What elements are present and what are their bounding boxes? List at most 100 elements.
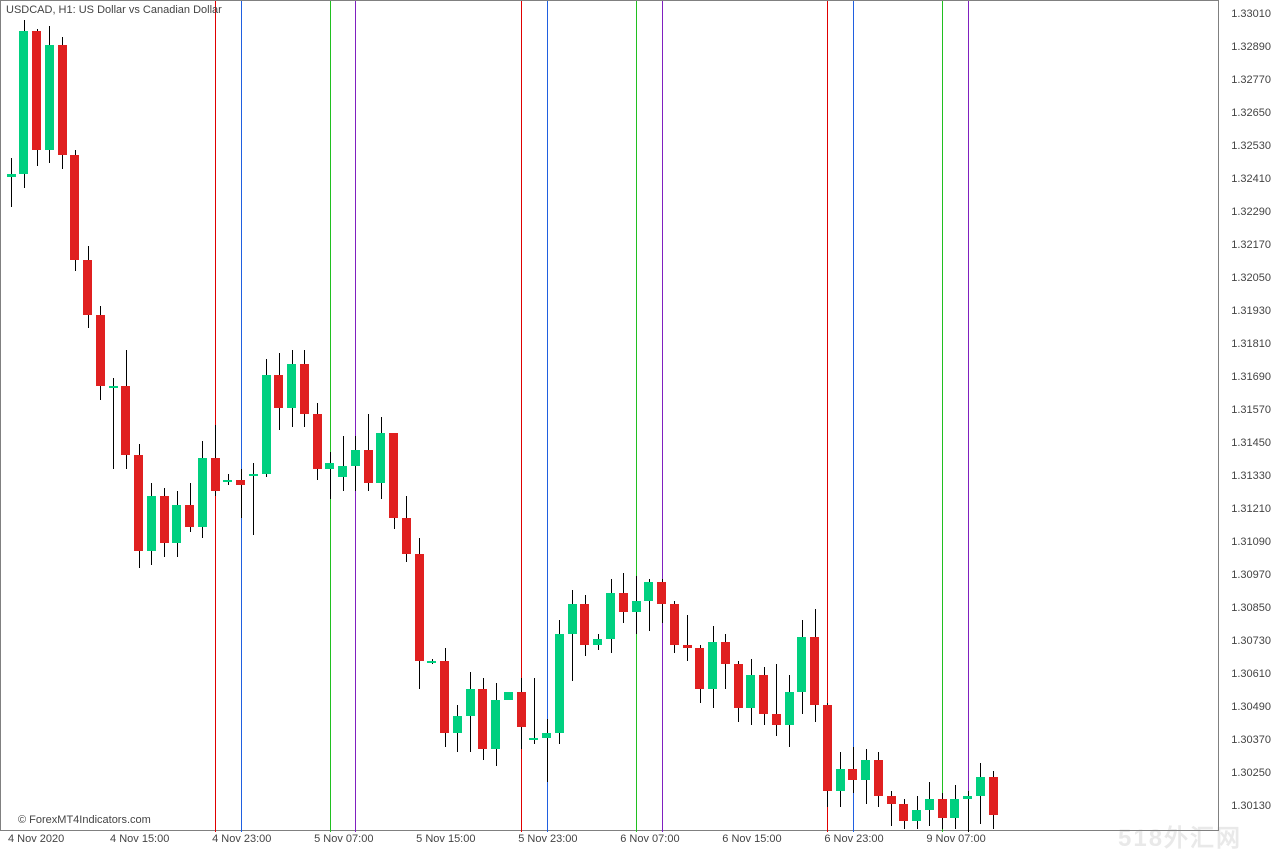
session-line [355, 1, 356, 832]
candle-bull [325, 463, 334, 469]
y-tick-label: 1.31810 [1219, 338, 1275, 350]
session-line [968, 1, 969, 832]
candle-bull [555, 634, 564, 733]
y-tick-label: 1.31930 [1219, 305, 1275, 317]
candle-bull [198, 458, 207, 527]
candle-wick [776, 664, 777, 736]
candle-bull [925, 799, 934, 810]
x-tick-label: 5 Nov 15:00 [416, 833, 475, 845]
watermark: 518外汇网 [1118, 818, 1242, 852]
y-tick-label: 1.32170 [1219, 239, 1275, 251]
candle-bull [568, 604, 577, 634]
candle-bear [657, 582, 666, 604]
x-tick-label: 6 Nov 07:00 [620, 833, 679, 845]
session-line [636, 1, 637, 832]
x-axis: 4 Nov 20204 Nov 15:004 Nov 23:005 Nov 07… [0, 831, 1219, 852]
candle-bear [32, 31, 41, 149]
candle-bear [517, 692, 526, 728]
candle-bear [580, 604, 589, 645]
y-tick-label: 1.31090 [1219, 536, 1275, 548]
x-tick-label: 4 Nov 15:00 [110, 833, 169, 845]
candle-bull [287, 364, 296, 408]
candle-bull [797, 637, 806, 692]
candle-bull [861, 760, 870, 779]
candle-bear [236, 480, 245, 486]
candle-bear [58, 45, 67, 155]
candle-bear [989, 777, 998, 816]
candle-bear [772, 714, 781, 725]
session-line [241, 1, 242, 832]
y-tick-label: 1.32770 [1219, 74, 1275, 86]
candle-bull [109, 386, 118, 388]
candle-bull [746, 675, 755, 708]
candle-bull [504, 692, 513, 700]
copyright-label: © ForexMT4Indicators.com [18, 814, 151, 826]
candle-bull [491, 700, 500, 750]
candle-bull [708, 642, 717, 689]
candle-bull [172, 505, 181, 544]
candle-bull [7, 174, 16, 177]
y-tick-label: 1.30250 [1219, 767, 1275, 779]
session-line [330, 1, 331, 832]
candle-wick [113, 378, 114, 469]
candle-bull [466, 689, 475, 717]
candle-bear [683, 645, 692, 648]
x-tick-label: 4 Nov 23:00 [212, 833, 271, 845]
session-line [942, 1, 943, 832]
y-tick-label: 1.32290 [1219, 206, 1275, 218]
x-tick-label: 9 Nov 07:00 [926, 833, 985, 845]
y-tick-label: 1.32650 [1219, 107, 1275, 119]
y-tick-label: 1.30850 [1219, 602, 1275, 614]
x-tick-label: 6 Nov 15:00 [722, 833, 781, 845]
candle-bear [402, 518, 411, 554]
y-tick-label: 1.31330 [1219, 470, 1275, 482]
candle-bear [899, 804, 908, 821]
candle-bear [810, 637, 819, 706]
candle-bull [963, 796, 972, 799]
candle-bull [147, 496, 156, 551]
candle-bear [121, 386, 130, 455]
candle-bull [976, 777, 985, 796]
session-line [662, 1, 663, 832]
candle-bull [836, 769, 845, 791]
candle-bear [415, 554, 424, 661]
candle-bear [695, 648, 704, 689]
candle-bear [887, 796, 896, 804]
y-tick-label: 1.30730 [1219, 635, 1275, 647]
candle-bull [950, 799, 959, 818]
candle-bull [427, 661, 436, 663]
candle-bull [632, 601, 641, 612]
y-tick-label: 1.31210 [1219, 503, 1275, 515]
candle-bull [45, 45, 54, 150]
candle-bull [249, 474, 258, 476]
chart-container: 1.330101.328901.327701.326501.325301.324… [0, 0, 1275, 852]
candle-bear [759, 675, 768, 714]
candle-bear [938, 799, 947, 818]
candle-bull [606, 593, 615, 640]
candle-bull [593, 639, 602, 645]
candle-bull [644, 582, 653, 601]
x-tick-label: 5 Nov 07:00 [314, 833, 373, 845]
y-tick-label: 1.32050 [1219, 272, 1275, 284]
y-tick-label: 1.30370 [1219, 734, 1275, 746]
candle-bull [912, 810, 921, 821]
candle-bull [376, 433, 385, 483]
candle-bull [542, 733, 551, 739]
candlestick-plot[interactable] [0, 0, 1219, 831]
y-tick-label: 1.32410 [1219, 173, 1275, 185]
y-tick-label: 1.32530 [1219, 140, 1275, 152]
candle-bear [274, 375, 283, 408]
candle-wick [343, 436, 344, 491]
session-line [215, 1, 216, 832]
y-tick-label: 1.31450 [1219, 437, 1275, 449]
candle-bear [70, 155, 79, 260]
candle-wick [687, 615, 688, 662]
candle-bear [823, 705, 832, 790]
candle-bear [211, 458, 220, 491]
candle-bull [351, 450, 360, 467]
candle-wick [547, 719, 548, 782]
candle-bear [440, 661, 449, 733]
candle-wick [11, 158, 12, 208]
candle-bull [262, 375, 271, 474]
y-tick-label: 1.30610 [1219, 668, 1275, 680]
